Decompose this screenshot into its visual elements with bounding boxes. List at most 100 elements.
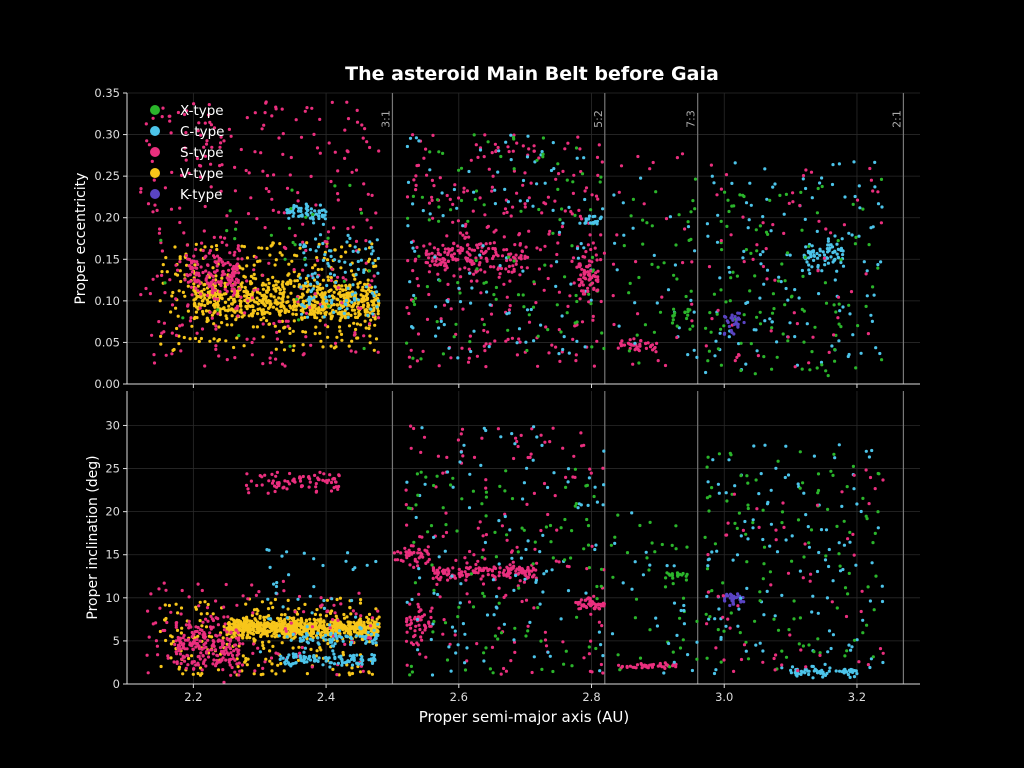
- point-X-type: [781, 332, 785, 336]
- point-S-type: [299, 135, 304, 139]
- point-V-type: [220, 293, 224, 297]
- point-C-type: [488, 303, 492, 307]
- point-C-type: [314, 212, 318, 216]
- point-S-type: [554, 559, 558, 563]
- point-V-type: [194, 297, 198, 301]
- point-V-type: [164, 638, 168, 643]
- point-S-type: [393, 558, 397, 562]
- point-X-type: [435, 198, 440, 202]
- point-S-type: [234, 306, 238, 310]
- point-C-type: [843, 195, 847, 199]
- point-S-type: [182, 112, 187, 117]
- point-S-type: [601, 466, 605, 470]
- point-S-type: [404, 503, 408, 507]
- point-C-type: [512, 638, 516, 642]
- point-V-type: [281, 280, 285, 284]
- point-S-type: [218, 290, 222, 294]
- point-S-type: [463, 266, 467, 270]
- point-S-type: [189, 625, 193, 629]
- point-S-type: [424, 655, 428, 659]
- point-C-type: [848, 312, 852, 316]
- point-V-type: [261, 643, 265, 648]
- point-X-type: [749, 251, 753, 255]
- point-V-type: [204, 309, 208, 313]
- point-C-type: [777, 275, 781, 279]
- point-S-type: [476, 155, 480, 159]
- point-S-type: [422, 435, 427, 439]
- point-X-type: [725, 224, 729, 228]
- point-X-type: [833, 359, 837, 363]
- point-C-type: [336, 661, 340, 665]
- point-X-type: [742, 194, 746, 199]
- point-S-type: [492, 241, 496, 245]
- point-S-type: [405, 618, 409, 622]
- point-S-type: [427, 270, 431, 274]
- point-X-type: [228, 209, 232, 213]
- point-S-type: [147, 635, 151, 639]
- point-X-type: [732, 204, 736, 208]
- point-V-type: [176, 314, 180, 318]
- point-S-type: [842, 223, 847, 227]
- point-S-type: [157, 231, 161, 235]
- point-C-type: [370, 291, 374, 295]
- point-S-type: [791, 200, 795, 204]
- point-S-type: [201, 661, 206, 666]
- point-C-type: [288, 210, 292, 215]
- point-S-type: [204, 269, 208, 273]
- point-S-type: [600, 160, 604, 164]
- point-S-type: [372, 274, 376, 278]
- point-S-type: [261, 666, 265, 671]
- point-C-type: [331, 649, 335, 653]
- point-S-type: [355, 120, 360, 124]
- point-C-type: [405, 144, 409, 149]
- point-S-type: [413, 557, 417, 561]
- point-S-type: [213, 648, 218, 652]
- point-C-type: [810, 265, 814, 269]
- point-V-type: [206, 301, 210, 305]
- point-S-type: [452, 574, 456, 578]
- point-C-type: [525, 155, 530, 159]
- point-S-type: [578, 214, 583, 218]
- point-S-type: [241, 642, 245, 646]
- point-S-type: [182, 659, 187, 663]
- point-V-type: [280, 319, 284, 323]
- point-C-type: [748, 181, 752, 185]
- point-S-type: [446, 259, 450, 263]
- point-C-type: [744, 362, 748, 366]
- point-S-type: [590, 193, 594, 197]
- point-V-type: [243, 275, 247, 279]
- point-C-type: [310, 611, 314, 615]
- point-X-type: [691, 324, 695, 328]
- point-S-type: [465, 561, 469, 565]
- point-C-type: [567, 205, 571, 209]
- point-V-type: [356, 301, 360, 306]
- point-V-type: [292, 284, 296, 288]
- point-S-type: [214, 616, 218, 620]
- point-S-type: [245, 116, 249, 120]
- point-S-type: [425, 261, 430, 265]
- point-S-type: [216, 654, 220, 658]
- point-V-type: [212, 322, 216, 326]
- point-S-type: [435, 582, 439, 587]
- point-S-type: [200, 588, 204, 593]
- point-S-type: [187, 619, 191, 624]
- point-V-type: [348, 291, 352, 295]
- point-V-type: [287, 262, 291, 266]
- point-S-type: [733, 359, 737, 363]
- point-C-type: [292, 654, 296, 658]
- point-X-type: [728, 299, 732, 303]
- point-C-type: [324, 638, 328, 642]
- point-S-type: [504, 593, 508, 597]
- point-S-type: [210, 316, 214, 320]
- point-V-type: [269, 244, 273, 248]
- point-S-type: [443, 247, 447, 251]
- point-X-type: [412, 302, 417, 307]
- point-S-type: [518, 273, 522, 277]
- point-C-type: [302, 551, 306, 555]
- point-S-type: [551, 426, 555, 430]
- point-S-type: [475, 354, 479, 358]
- point-X-type: [764, 230, 769, 234]
- point-S-type: [223, 287, 227, 291]
- point-X-type: [283, 257, 287, 261]
- point-X-type: [327, 304, 331, 308]
